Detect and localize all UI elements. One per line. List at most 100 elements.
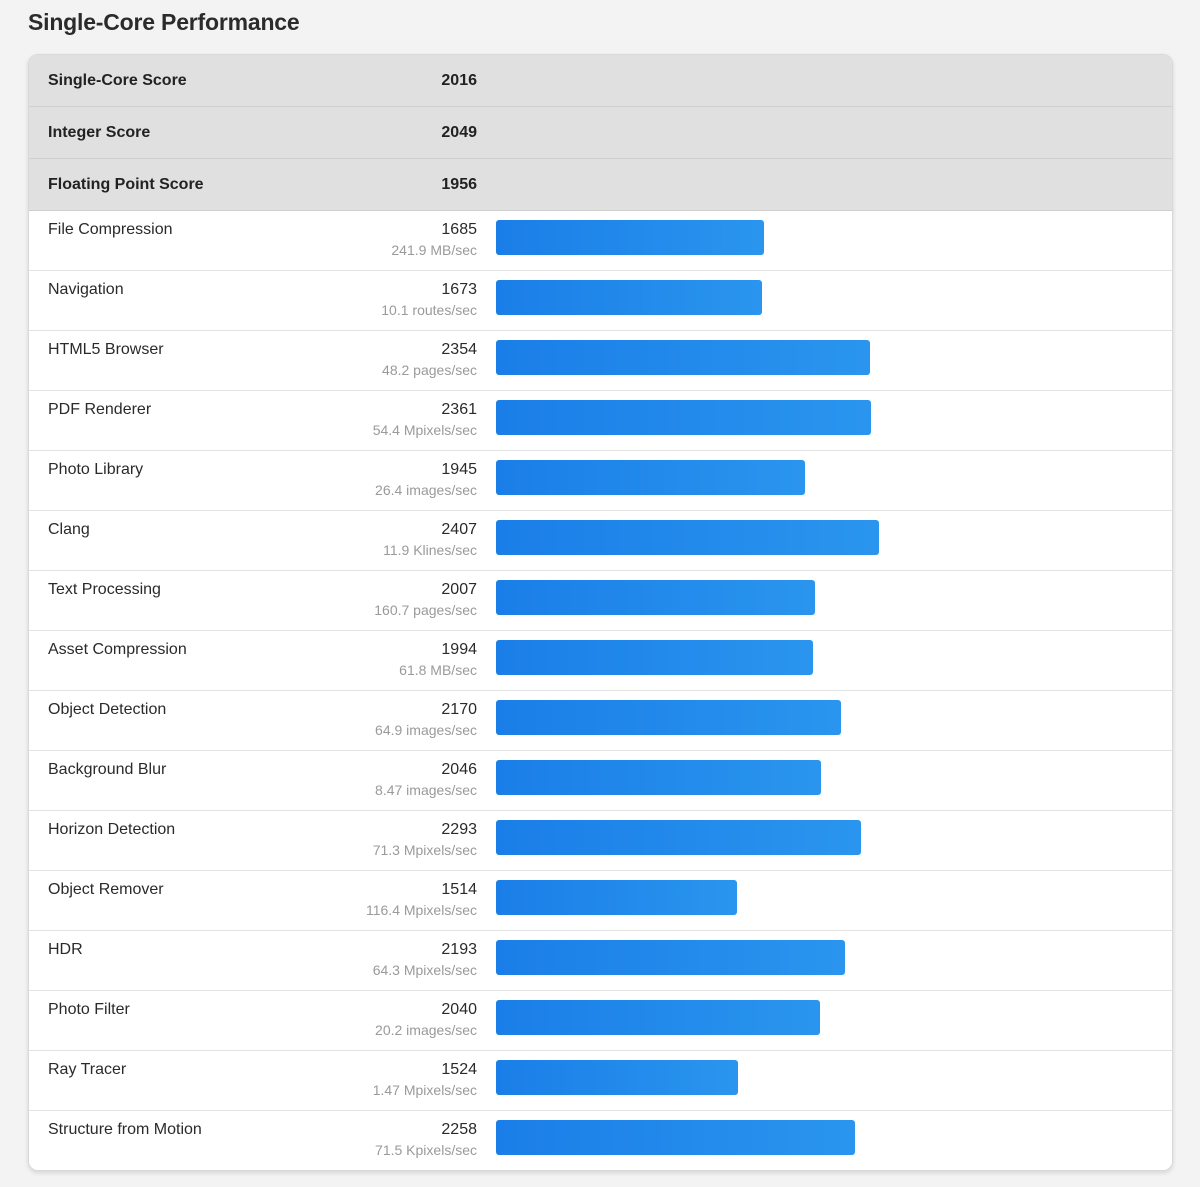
benchmark-row: HTML5 Browser 2354 48.2 pages/sec (29, 331, 1172, 391)
benchmark-score: 1994 (441, 641, 477, 658)
score-bar (496, 940, 845, 975)
benchmark-name: Photo Library (48, 461, 144, 478)
benchmark-row: Photo Filter 2040 20.2 images/sec (29, 991, 1172, 1051)
score-bar (496, 760, 821, 795)
summary-score: 1956 (441, 176, 477, 193)
benchmark-row: Structure from Motion 2258 71.5 Kpixels/se… (29, 1111, 1172, 1170)
score-bar (496, 460, 805, 495)
benchmark-name: Object Remover (48, 881, 164, 898)
benchmark-row: Horizon Detection 2293 71.3 Mpixels/sec (29, 811, 1172, 871)
score-bar-track (496, 340, 1156, 375)
benchmark-rate: 8.47 images/sec (375, 782, 477, 798)
benchmark-name: HTML5 Browser (48, 341, 164, 358)
benchmark-row: Text Processing 2007 160.7 pages/sec (29, 571, 1172, 631)
score-bar-track (496, 700, 1156, 735)
score-bar-track (496, 580, 1156, 615)
benchmark-score: 2046 (441, 761, 477, 778)
benchmark-rate: 20.2 images/sec (375, 1022, 477, 1038)
benchmark-score: 2007 (441, 581, 477, 598)
benchmark-name: Background Blur (48, 761, 167, 778)
benchmark-rate: 71.5 Kpixels/sec (375, 1142, 477, 1158)
benchmark-score: 2354 (441, 341, 477, 358)
benchmark-row: Navigation 1673 10.1 routes/sec (29, 271, 1172, 331)
results-table: Single-Core Score 2016 Integer Score 2049 Fl… (28, 54, 1173, 1171)
score-bar (496, 520, 879, 555)
score-bar (496, 1000, 820, 1035)
benchmark-score: 1514 (441, 881, 477, 898)
summary-name: Floating Point Score (48, 176, 204, 193)
benchmark-rate: 11.9 Klines/sec (383, 542, 477, 558)
benchmark-rate: 26.4 images/sec (375, 482, 477, 498)
benchmark-name: Navigation (48, 281, 124, 298)
benchmark-rate: 241.9 MB/sec (391, 242, 477, 258)
benchmark-row: Object Remover 1514 116.4 Mpixels/sec (29, 871, 1172, 931)
benchmark-score: 2293 (441, 821, 477, 838)
summary-section: Single-Core Score 2016 Integer Score 2049 Fl… (29, 55, 1172, 211)
benchmark-row: Asset Compression 1994 61.8 MB/sec (29, 631, 1172, 691)
score-bar (496, 340, 870, 375)
benchmark-name: Horizon Detection (48, 821, 176, 838)
benchmark-name: Text Processing (48, 581, 161, 598)
benchmark-name: PDF Renderer (48, 401, 152, 418)
score-bar-track (496, 940, 1156, 975)
score-bar (496, 640, 813, 675)
benchmark-score: 2193 (441, 941, 477, 958)
score-bar-track (496, 1120, 1156, 1155)
benchmark-section: File Compression 1685 241.9 MB/sec Navigati… (29, 211, 1172, 1170)
score-bar (496, 220, 764, 255)
benchmark-score: 2361 (441, 401, 477, 418)
page-title: Single-Core Performance (28, 9, 300, 35)
benchmark-row: Object Detection 2170 64.9 images/sec (29, 691, 1172, 751)
benchmark-name: Object Detection (48, 701, 167, 718)
summary-name: Integer Score (48, 124, 151, 141)
score-bar-track (496, 520, 1156, 555)
benchmark-name: Structure from Motion (48, 1121, 202, 1138)
benchmark-score: 1673 (441, 281, 477, 298)
benchmark-name: Asset Compression (48, 641, 187, 658)
benchmark-row: PDF Renderer 2361 54.4 Mpixels/sec (29, 391, 1172, 451)
benchmark-score: 2258 (441, 1121, 477, 1138)
benchmark-name: File Compression (48, 221, 173, 238)
benchmark-rate: 61.8 MB/sec (399, 662, 477, 678)
benchmark-score: 2407 (441, 521, 477, 538)
score-bar-track (496, 220, 1156, 255)
score-bar-track (496, 1060, 1156, 1095)
benchmark-score: 1945 (441, 461, 477, 478)
benchmark-rate: 116.4 Mpixels/sec (365, 902, 477, 918)
summary-score: 2016 (441, 72, 477, 89)
score-bar (496, 280, 762, 315)
score-bar-track (496, 640, 1156, 675)
score-bar-track (496, 820, 1156, 855)
summary-row: Single-Core Score 2016 (29, 55, 1172, 107)
benchmark-score: 2040 (441, 1001, 477, 1018)
score-bar-track (496, 760, 1156, 795)
benchmark-name: Clang (48, 521, 90, 538)
benchmark-rate: 48.2 pages/sec (382, 362, 477, 378)
score-bar (496, 880, 737, 915)
benchmark-row: Ray Tracer 1524 1.47 Mpixels/sec (29, 1051, 1172, 1111)
summary-row: Floating Point Score 1956 (29, 159, 1172, 211)
score-bar-track (496, 1000, 1156, 1035)
score-bar (496, 820, 861, 855)
score-bar (496, 580, 815, 615)
score-bar (496, 400, 871, 435)
benchmark-row: File Compression 1685 241.9 MB/sec (29, 211, 1172, 271)
benchmark-score: 1685 (441, 221, 477, 238)
benchmark-score: 2170 (441, 701, 477, 718)
score-bar-track (496, 280, 1156, 315)
benchmark-rate: 64.3 Mpixels/sec (372, 962, 477, 978)
benchmark-rate: 1.47 Mpixels/sec (372, 1082, 477, 1098)
benchmark-name: Photo Filter (48, 1001, 130, 1018)
benchmark-rate: 10.1 routes/sec (381, 302, 477, 318)
benchmark-score: 1524 (441, 1061, 477, 1078)
summary-score: 2049 (441, 124, 477, 141)
benchmark-row: HDR 2193 64.3 Mpixels/sec (29, 931, 1172, 991)
benchmark-name: Ray Tracer (48, 1061, 127, 1078)
score-bar-track (496, 460, 1156, 495)
benchmark-name: HDR (48, 941, 83, 958)
summary-name: Single-Core Score (48, 72, 187, 89)
score-bar (496, 1060, 738, 1095)
benchmark-rate: 71.3 Mpixels/sec (372, 842, 477, 858)
benchmark-rate: 54.4 Mpixels/sec (372, 422, 477, 438)
score-bar-track (496, 880, 1156, 915)
